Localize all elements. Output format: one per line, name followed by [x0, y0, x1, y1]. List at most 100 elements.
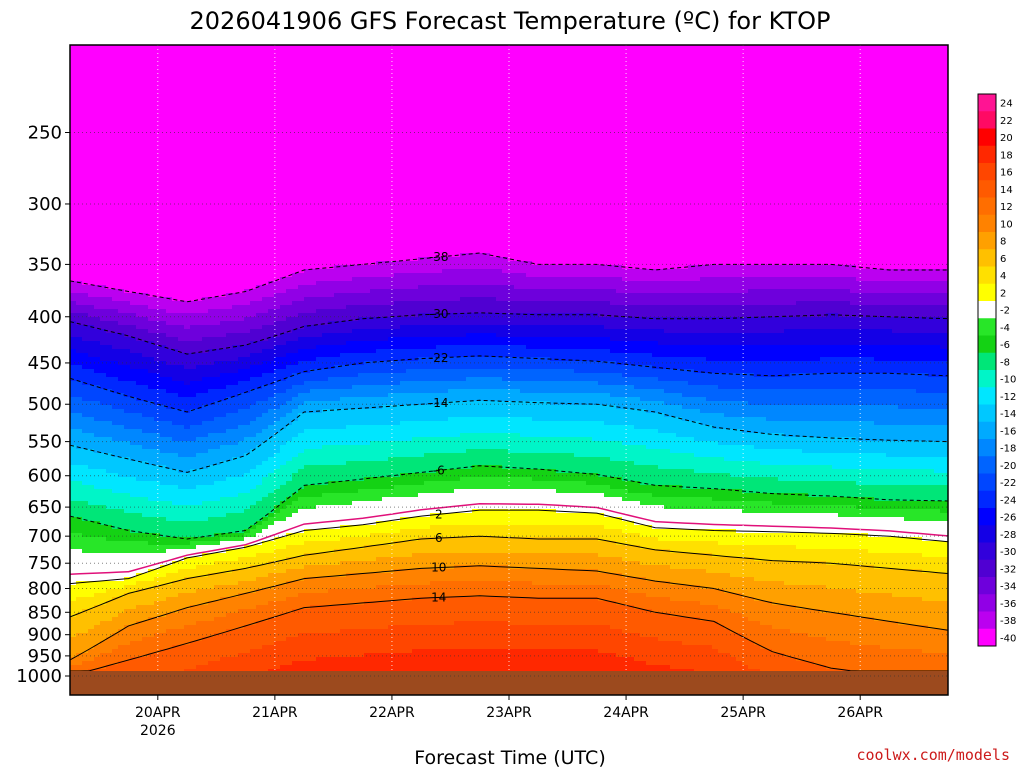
axes: 2503003504004505005506006507007508008509… — [16, 44, 949, 739]
colorbar-label: 24 — [1000, 99, 1013, 110]
colorbar-label: 12 — [1000, 202, 1013, 213]
colorbar-segment — [978, 387, 996, 405]
colorbar-segment — [978, 542, 996, 561]
colorbar-label: -36 — [1000, 599, 1016, 610]
chart-title: 2026041906 GFS Forecast Temperature (ºC)… — [190, 7, 831, 35]
y-tick-label: 450 — [28, 353, 62, 374]
colorbar-segment — [978, 249, 996, 267]
colorbar-segment — [978, 335, 996, 354]
colorbar-segment — [978, 421, 996, 440]
colorbar-segment — [978, 490, 996, 509]
y-tick-label: 850 — [28, 602, 62, 623]
y-tick-label: 800 — [28, 579, 62, 600]
isotherm-label: -22 — [429, 351, 449, 365]
colorbar-label: -2 — [1000, 306, 1010, 317]
colorbar-segment — [978, 197, 996, 216]
colorbar-label: 18 — [1000, 150, 1013, 161]
colorbar-segment — [978, 111, 996, 129]
y-tick-label: 550 — [28, 432, 62, 453]
colorbar-label: -4 — [1000, 323, 1010, 334]
isotherm-label: -6 — [433, 463, 445, 477]
y-tick-label: 600 — [28, 466, 62, 487]
colorbar-label: -12 — [1000, 392, 1016, 403]
colorbar-label: 22 — [1000, 116, 1013, 127]
colorbar-segment — [978, 180, 996, 198]
colorbar-label: -32 — [1000, 564, 1016, 575]
colorbar-segment — [978, 559, 996, 578]
colorbar-segment — [978, 525, 996, 543]
isotherm--38 — [70, 252, 948, 303]
colorbar-segment — [978, 318, 996, 336]
x-tick-label: 24APR — [603, 705, 649, 721]
colorbar-segment — [978, 232, 996, 250]
colorbar-segment — [978, 577, 996, 595]
credit-link[interactable]: coolwx.com/models — [856, 746, 1010, 764]
x-tick-label: 20APR — [135, 705, 181, 721]
colorbar-segment — [978, 352, 996, 371]
colorbar-label: -6 — [1000, 340, 1010, 351]
colorbar-label: 10 — [1000, 219, 1013, 230]
colorbar-label: -24 — [1000, 495, 1016, 506]
colorbar-label: -20 — [1000, 461, 1016, 472]
colorbar-segment — [978, 508, 996, 526]
colorbar-segment — [978, 611, 996, 630]
y-tick-label: 1000 — [16, 666, 62, 687]
ground-mask — [70, 671, 948, 695]
colorbar-frame — [977, 93, 997, 647]
y-tick-label: 950 — [28, 646, 62, 667]
y-tick-label: 700 — [28, 526, 62, 547]
colorbar-segment — [978, 628, 996, 647]
x-tick-sublabel: 2026 — [140, 723, 176, 739]
x-tick-label: 21APR — [252, 705, 298, 721]
colorbar-label: 20 — [1000, 133, 1013, 144]
colorbar-label: -38 — [1000, 616, 1016, 627]
colorbar-label: 14 — [1000, 185, 1013, 196]
colorbar-segment — [978, 439, 996, 457]
colorbar-label: -30 — [1000, 547, 1016, 558]
colorbar-label: 4 — [1000, 271, 1006, 282]
y-tick-label: 750 — [28, 553, 62, 574]
isotherm-label: 6 — [435, 531, 443, 545]
isotherm-label: 2 — [435, 507, 443, 521]
x-tick-label: 25APR — [720, 705, 766, 721]
colorbar-segment — [978, 94, 996, 112]
gridlines — [70, 45, 948, 677]
y-tick-label: 350 — [28, 254, 62, 275]
colorbar-label: -22 — [1000, 478, 1016, 489]
isotherm-label: 10 — [431, 561, 446, 575]
y-tick-label: 500 — [28, 394, 62, 415]
isotherm-label: 14 — [431, 590, 446, 604]
colorbar-segment — [978, 163, 996, 181]
temperature-field — [70, 45, 948, 674]
colorbar-segment — [978, 128, 996, 147]
plot-area: -38 -30 -22 -14 -6 2 6 10 14 — [70, 45, 948, 695]
y-tick-label: 400 — [28, 307, 62, 328]
colorbar-segment — [978, 145, 996, 164]
isotherm--14 — [70, 399, 948, 473]
colorbar-segment — [978, 404, 996, 423]
colorbar-label: -34 — [1000, 582, 1016, 593]
isotherm-10 — [70, 565, 948, 661]
colorbar-segment — [978, 473, 996, 492]
colorbar-segment — [978, 283, 996, 302]
isotherm--6 — [70, 465, 948, 540]
colorbar-label: -16 — [1000, 426, 1016, 437]
colorbar-label: -10 — [1000, 375, 1016, 386]
colorbar-label: 16 — [1000, 168, 1013, 179]
colorbar-label: -18 — [1000, 444, 1016, 455]
isotherm-label: -14 — [429, 396, 449, 410]
colorbar-label: -26 — [1000, 513, 1016, 524]
isotherm-label: -38 — [429, 250, 449, 264]
colorbar-label: 8 — [1000, 237, 1006, 248]
colorbar-segment — [978, 266, 996, 285]
colorbar-label: -40 — [1000, 633, 1016, 644]
x-axis-label: Forecast Time (UTC) — [414, 747, 605, 768]
x-tick-label: 22APR — [369, 705, 415, 721]
colorbar-label: -8 — [1000, 357, 1010, 368]
colorbar-label: -28 — [1000, 530, 1016, 541]
colorbar-segment — [978, 456, 996, 474]
y-tick-label: 650 — [28, 497, 62, 518]
colorbar-label: 2 — [1000, 288, 1006, 299]
colorbar-segment — [978, 594, 996, 612]
